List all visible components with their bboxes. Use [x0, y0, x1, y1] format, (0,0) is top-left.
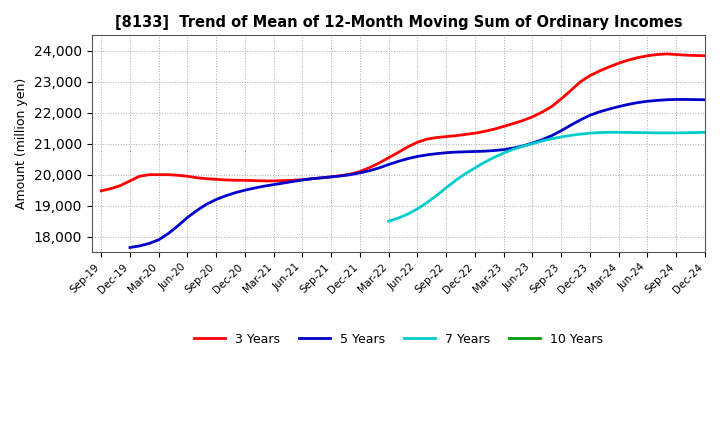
7 Years — [471, 165, 480, 171]
7 Years — [576, 132, 585, 137]
7 Years — [585, 131, 594, 136]
7 Years — [528, 141, 537, 147]
5 Years — [327, 174, 336, 180]
7 Years — [691, 130, 700, 135]
7 Years — [701, 130, 709, 135]
7 Years — [423, 200, 431, 205]
3 Years — [480, 129, 489, 134]
7 Years — [404, 211, 413, 216]
Line: 3 Years: 3 Years — [102, 54, 705, 191]
5 Years — [701, 97, 709, 103]
3 Years — [432, 135, 441, 140]
5 Years — [471, 149, 480, 154]
7 Years — [480, 160, 489, 165]
Title: [8133]  Trend of Mean of 12-Month Moving Sum of Ordinary Incomes: [8133] Trend of Mean of 12-Month Moving … — [114, 15, 682, 30]
7 Years — [547, 136, 556, 141]
Legend: 3 Years, 5 Years, 7 Years, 10 Years: 3 Years, 5 Years, 7 Years, 10 Years — [189, 328, 608, 351]
5 Years — [432, 151, 441, 156]
3 Years — [394, 150, 402, 155]
5 Years — [126, 245, 135, 250]
7 Years — [384, 219, 393, 224]
5 Years — [260, 183, 269, 189]
7 Years — [518, 143, 527, 149]
7 Years — [461, 171, 469, 176]
7 Years — [672, 130, 680, 136]
7 Years — [567, 133, 575, 138]
7 Years — [432, 193, 441, 198]
7 Years — [595, 130, 604, 135]
3 Years — [662, 51, 671, 57]
3 Years — [97, 188, 106, 194]
7 Years — [394, 216, 402, 221]
7 Years — [451, 178, 460, 183]
3 Years — [701, 53, 709, 59]
5 Years — [624, 102, 633, 107]
Line: 5 Years: 5 Years — [130, 99, 705, 247]
7 Years — [634, 130, 642, 135]
5 Years — [672, 97, 680, 102]
7 Years — [643, 130, 652, 136]
7 Years — [500, 150, 508, 156]
7 Years — [662, 130, 671, 136]
7 Years — [624, 130, 633, 135]
7 Years — [538, 138, 546, 143]
3 Years — [174, 172, 182, 178]
7 Years — [490, 155, 498, 160]
7 Years — [653, 130, 662, 136]
7 Years — [557, 134, 566, 139]
Y-axis label: Amount (million yen): Amount (million yen) — [15, 78, 28, 209]
7 Years — [442, 185, 451, 191]
Line: 7 Years: 7 Years — [389, 132, 705, 221]
7 Years — [509, 147, 518, 152]
3 Years — [490, 127, 498, 132]
5 Years — [240, 187, 249, 193]
3 Years — [346, 172, 355, 177]
7 Years — [605, 130, 613, 135]
7 Years — [614, 130, 623, 135]
7 Years — [413, 206, 422, 211]
7 Years — [682, 130, 690, 136]
